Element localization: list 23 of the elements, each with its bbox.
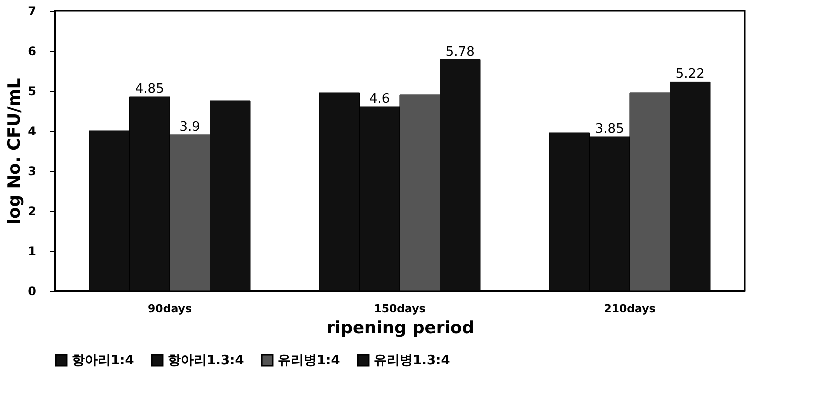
data-label: 3.85 [595, 122, 624, 137]
legend-label: 유리병1:4 [278, 354, 340, 369]
y-tick-label: 5 [28, 84, 36, 98]
y-tick-label: 3 [28, 164, 36, 178]
legend-label: 항아리1.3:4 [168, 354, 244, 369]
y-tick-label: 6 [28, 44, 36, 58]
x-tick-label: 150days [374, 302, 426, 316]
y-tick-label: 7 [28, 4, 36, 18]
y-axis-title: log No. CFU/mL [5, 78, 26, 225]
y-tick-label: 0 [28, 284, 36, 298]
x-tick-label: 90days [148, 302, 192, 316]
legend-label: 유리병1.3:4 [374, 354, 450, 369]
x-tick-label: 210days [604, 302, 656, 316]
y-tick-label: 2 [28, 204, 36, 218]
x-axis-title: ripening period [326, 318, 474, 338]
data-label: 4.6 [370, 92, 390, 107]
data-label: 4.85 [135, 82, 164, 97]
data-label: 3.9 [180, 120, 200, 135]
y-tick-label: 1 [28, 244, 36, 258]
data-label: 5.22 [676, 67, 705, 82]
y-tick-label: 4 [28, 124, 36, 138]
data-label: 5.78 [446, 44, 475, 60]
legend-label: 항아리1:4 [72, 354, 134, 369]
